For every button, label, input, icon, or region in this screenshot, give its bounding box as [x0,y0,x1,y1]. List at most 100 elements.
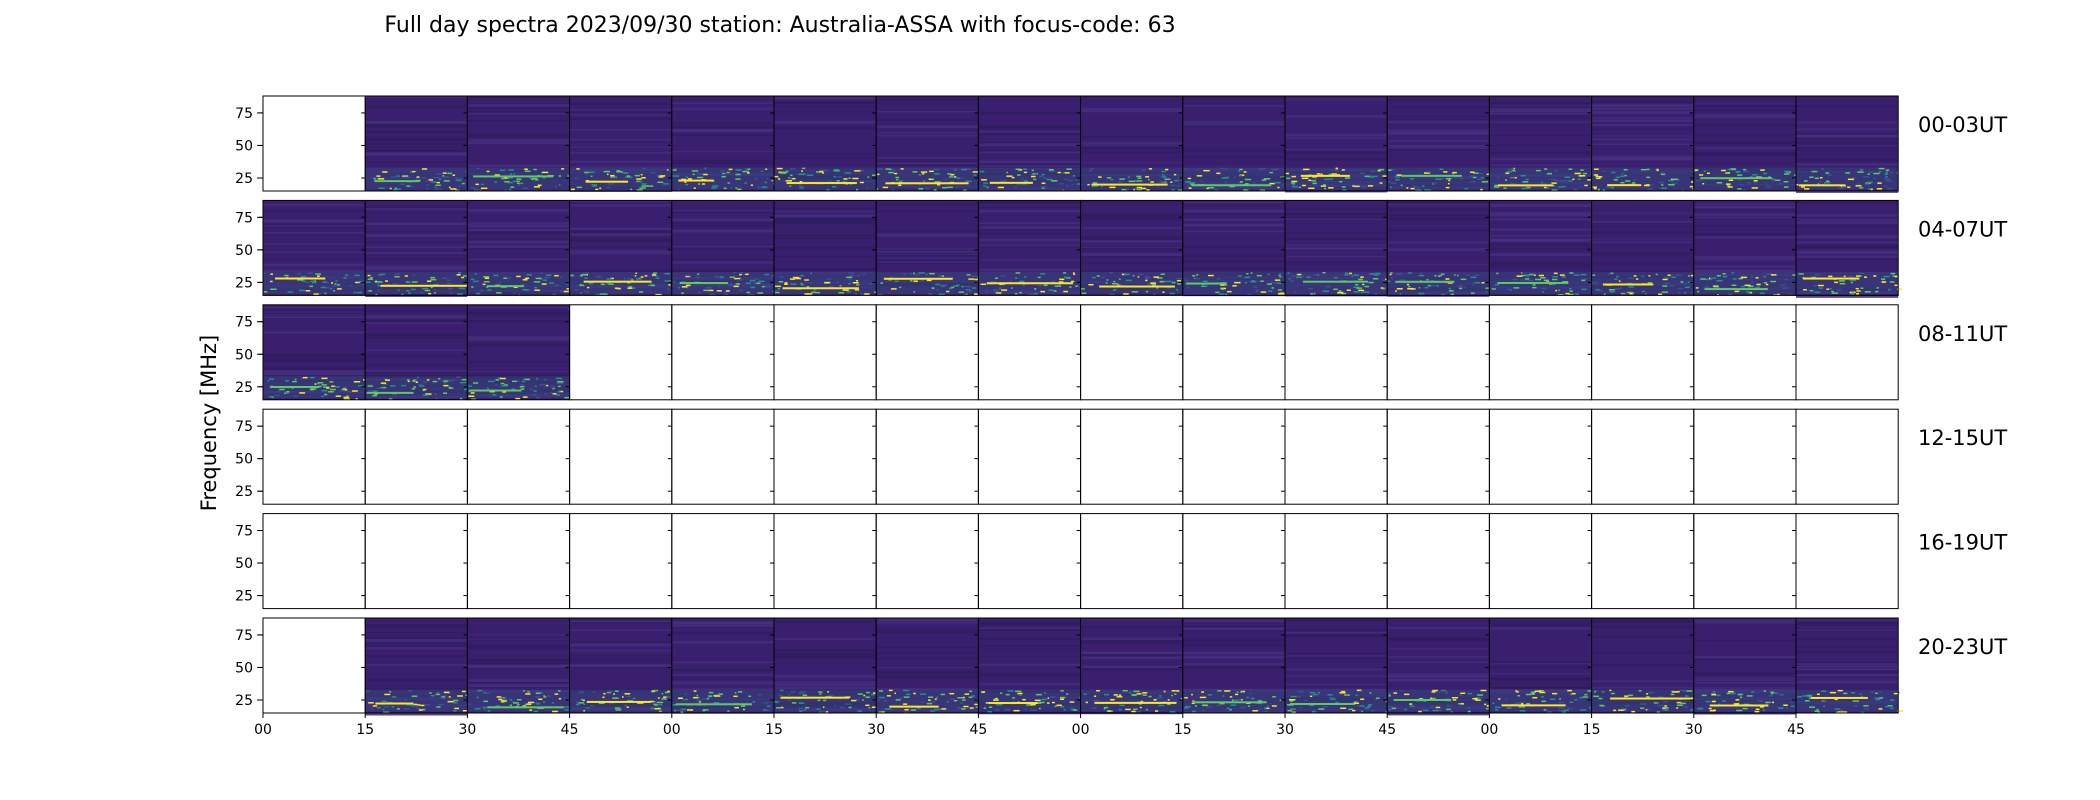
rfi-speckle [651,274,657,276]
rfi-speckle [894,172,898,175]
rfi-speckle [358,280,364,283]
rfi-speckle [677,698,682,700]
noise-stripe [774,221,877,225]
rfi-speckle [517,698,522,701]
spectrum-panel [1587,199,1695,296]
rfi-speckle [1485,287,1492,289]
noise-stripe [1489,235,1592,237]
noise-stripe [467,164,570,168]
rfi-speckle [1291,275,1296,277]
rfi-speckle [855,280,859,282]
rfi-speckle [1683,706,1688,708]
rfi-speckle [801,167,806,170]
noise-stripe [467,360,570,363]
rfi-speckle [1206,187,1210,190]
rfi-speckle [1753,180,1758,182]
rfi-speckle [436,188,442,190]
rfi-speckle [970,275,976,278]
rfi-speckle [1770,691,1774,694]
rfi-speckle [1106,279,1109,281]
rfi-speckle [1272,695,1276,698]
rfi-speckle [1430,284,1436,287]
rfi-speckle [663,183,669,185]
noise-stripe [774,267,877,270]
rfi-speckle [1339,692,1346,694]
rfi-speckle [416,176,420,178]
rfi-speckle [564,396,569,399]
rfi-speckle [1145,277,1149,280]
rfi-speckle [707,289,714,292]
rfi-speckle [1414,188,1421,191]
rfi-speckle [864,293,870,295]
rfi-speckle [1170,184,1175,187]
rfi-speckle [610,277,614,280]
rfi-speckle [754,278,759,281]
rfi-speckle [459,397,463,400]
rfi-speckle [422,177,426,179]
rfi-speckle [1291,711,1297,714]
rfi-speckle [347,391,352,393]
noise-stripe [467,110,570,114]
rfi-speckle [736,188,742,191]
spectrum-panel [1689,408,1797,505]
rfi-speckle [422,388,427,391]
noise-stripe [263,220,366,223]
rfi-speckle [1534,690,1541,692]
rfi-speckle [1388,180,1391,183]
rfi-speckle [608,690,614,693]
rfi-line [275,277,326,280]
noise-stripe [1080,200,1183,203]
rfi-speckle [569,275,576,278]
rfi-speckle [1217,690,1222,692]
rfi-speckle [555,377,563,380]
noise-stripe [263,315,366,318]
noise-stripe [1387,661,1490,663]
rfi-speckle [1435,178,1442,181]
rfi-speckle [1322,271,1326,274]
rfi-speckle [428,292,432,295]
rfi-speckle [317,293,322,295]
rfi-speckle [627,287,634,289]
rfi-speckle [1064,178,1068,181]
rfi-speckle [632,697,636,700]
noise-stripe [1489,262,1592,265]
rfi-speckle [971,287,977,289]
rfi-speckle [938,293,945,296]
noise-stripe [1182,651,1285,655]
rfi-speckle [961,708,966,710]
rfi-speckle [307,272,314,274]
rfi-line [486,285,524,288]
rfi-speckle [674,168,677,170]
rfi-speckle [525,289,530,292]
rfi-speckle [981,179,987,181]
noise-stripe [774,207,877,210]
noise-stripe [569,146,672,148]
panel-border [1386,408,1490,505]
rfi-speckle [692,173,695,176]
rfi-speckle [1301,274,1305,277]
rfi-speckle [1856,290,1861,292]
rfi-speckle [1762,709,1766,711]
noise-stripe [978,622,1081,626]
rfi-speckle [872,692,877,694]
rfi-speckle [430,286,433,289]
rfi-speckle [1296,276,1303,278]
noise-stripe [1387,106,1490,108]
rfi-line [585,180,629,183]
rfi-speckle [419,385,425,387]
rfi-speckle [335,395,342,397]
rfi-speckle [1409,705,1415,707]
noise-stripe [1285,151,1388,155]
rfi-speckle [956,177,961,179]
rfi-speckle [1409,703,1413,705]
rfi-speckle [1441,689,1446,692]
rfi-speckle [674,709,676,712]
rfi-speckle [1171,689,1176,692]
rfi-speckle [739,289,743,291]
rfi-speckle [788,699,792,701]
noise-stripe [1080,262,1183,265]
noise-stripe [263,370,366,373]
noise-stripe [1182,245,1285,249]
rfi-speckle [1423,172,1431,174]
